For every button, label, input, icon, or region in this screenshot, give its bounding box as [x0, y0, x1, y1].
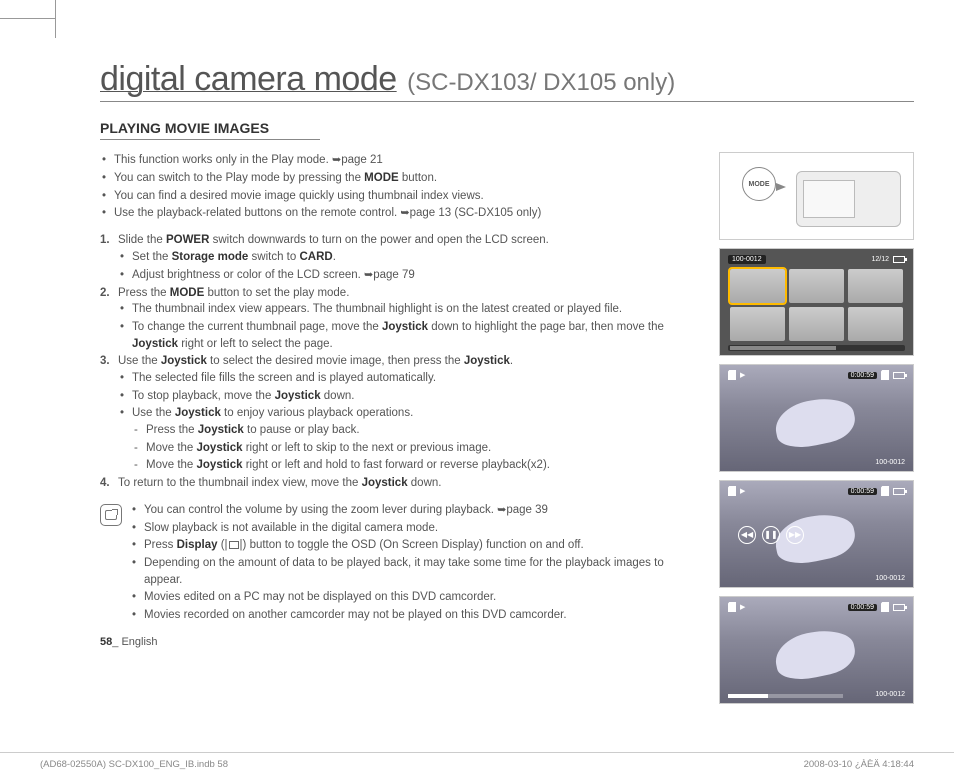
thumbnail-cell: [789, 269, 844, 303]
title-main: digital camera mode: [100, 60, 397, 98]
note-item: Movies edited on a PC may not be display…: [130, 589, 703, 606]
lcd-playback-2: ▶ 0:00:59 ◀◀ ❚❚ ▶▶ 100-0012: [719, 480, 914, 588]
step-1: Slide the POWER switch downwards to turn…: [100, 232, 703, 283]
pause-icon: ❚❚: [762, 526, 780, 544]
intro-item: You can find a desired movie image quick…: [100, 188, 703, 205]
arrow-icon: ➥: [497, 504, 506, 516]
intro-list: This function works only in the Play mod…: [100, 152, 703, 222]
crop-mark-v: [55, 0, 56, 38]
sample-image: [771, 624, 859, 685]
progress-bar: [728, 694, 843, 698]
footer-right: 2008-03-10 ¿ÀÈÄ 4:18:44: [804, 759, 914, 770]
play-icon: ▶: [740, 371, 745, 379]
sd-icon: [728, 602, 736, 612]
title-row: digital camera mode (SC-DX103/ DX105 onl…: [100, 60, 914, 102]
step-sub: To change the current thumbnail page, mo…: [118, 319, 703, 352]
mode-button-icon: MODE: [742, 167, 776, 201]
footer-left: (AD68-02550A) SC-DX100_ENG_IB.indb 58: [40, 759, 228, 770]
side-column: MODE 100-0012 12/12: [719, 152, 914, 712]
thumbnail-cell: [848, 269, 903, 303]
sd-icon: [728, 486, 736, 496]
section-heading: PLAYING MOVIE IMAGES: [100, 120, 320, 140]
lcd-playback-1: ▶ 0:00:59 100-0012: [719, 364, 914, 472]
battery-icon: [893, 604, 905, 611]
card-icon: [881, 602, 889, 612]
playback-controls: ◀◀ ❚❚ ▶▶: [738, 526, 804, 544]
file-number: 100-0012: [875, 691, 905, 698]
thumbnail-grid: [730, 269, 903, 341]
timecode: 0:00:59: [848, 488, 877, 495]
file-number: 100-0012: [875, 575, 905, 582]
timecode: 0:00:59: [848, 604, 877, 611]
battery-icon: [893, 488, 905, 495]
osd-right: 12/12: [871, 256, 905, 263]
intro-item: This function works only in the Play mod…: [100, 152, 703, 169]
note-item: Press Display (||) button to toggle the …: [130, 537, 703, 554]
note-item: Movies recorded on another camcorder may…: [130, 607, 703, 624]
crop-mark-h: [0, 18, 55, 19]
prev-icon: ◀◀: [738, 526, 756, 544]
step-2: Press the MODE button to set the play mo…: [100, 285, 703, 353]
step-3: Use the Joystick to select the desired m…: [100, 353, 703, 474]
play-icon: ▶: [740, 487, 745, 495]
card-icon: [881, 370, 889, 380]
intro-item: Use the playback-related buttons on the …: [100, 205, 703, 222]
camcorder-icon: [796, 171, 901, 227]
step-sub: The thumbnail index view appears. The th…: [118, 301, 703, 318]
lcd-playback-3: ▶ 0:00:59 100-0012: [719, 596, 914, 704]
sample-image: [771, 392, 859, 453]
pointer-icon: [776, 183, 786, 191]
lcd-thumbnail-view: 100-0012 12/12: [719, 248, 914, 356]
step-dash: Move the Joystick right or left and hold…: [132, 457, 703, 474]
step-sub: Set the Storage mode switch to CARD.: [118, 249, 703, 266]
sd-icon: [728, 370, 736, 380]
thumbnail-cell: [848, 307, 903, 341]
thumbnail-cell: [730, 269, 785, 303]
step-sub: The selected file fills the screen and i…: [118, 370, 703, 387]
note-item: Depending on the amount of data to be pl…: [130, 555, 703, 588]
battery-icon: [893, 256, 905, 263]
card-icon: [881, 486, 889, 496]
step-sub: Adjust brightness or color of the LCD sc…: [118, 267, 703, 284]
thumbnail-cell: [789, 307, 844, 341]
step-sub: To stop playback, move the Joystick down…: [118, 388, 703, 405]
title-sub: (SC-DX103/ DX105 only): [407, 69, 675, 96]
page-content: digital camera mode (SC-DX103/ DX105 onl…: [100, 60, 914, 712]
step-4: To return to the thumbnail index view, m…: [100, 475, 703, 492]
mode-diagram: MODE: [719, 152, 914, 240]
file-label: 100-0012: [728, 255, 766, 264]
thumbnail-cell: [730, 307, 785, 341]
page-bar: [728, 345, 905, 351]
steps-list: Slide the POWER switch downwards to turn…: [100, 232, 703, 491]
next-icon: ▶▶: [786, 526, 804, 544]
arrow-icon: ➥: [364, 269, 373, 281]
note-item: You can control the volume by using the …: [130, 502, 703, 519]
print-footer: (AD68-02550A) SC-DX100_ENG_IB.indb 58 20…: [0, 752, 954, 770]
intro-item: You can switch to the Play mode by press…: [100, 170, 703, 187]
note-block: You can control the volume by using the …: [100, 502, 703, 625]
step-dash: Press the Joystick to pause or play back…: [132, 422, 703, 439]
page-number: 58_ English: [100, 635, 703, 651]
arrow-icon: ➥: [332, 154, 341, 166]
note-item: Slow playback is not available in the di…: [130, 520, 703, 537]
display-icon: [229, 541, 239, 549]
step-sub: Use the Joystick to enjoy various playba…: [118, 405, 703, 474]
play-icon: ▶: [740, 603, 745, 611]
arrow-icon: ➥: [400, 207, 409, 219]
timecode: 0:00:59: [848, 372, 877, 379]
step-dash: Move the Joystick right or left to skip …: [132, 440, 703, 457]
file-number: 100-0012: [875, 459, 905, 466]
text-column: This function works only in the Play mod…: [100, 152, 703, 712]
note-icon: [100, 504, 122, 526]
battery-icon: [893, 372, 905, 379]
content-row: This function works only in the Play mod…: [100, 152, 914, 712]
